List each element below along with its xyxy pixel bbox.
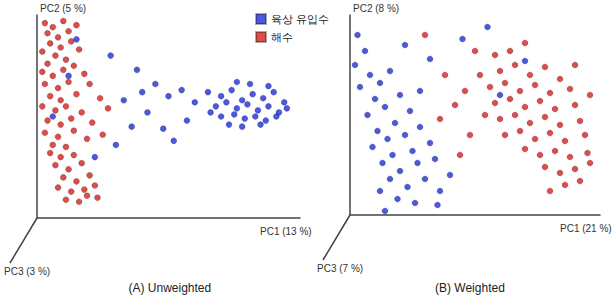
svg-text:육상 유입수: 육상 유입수 [271,13,329,25]
svg-text:PC2 (8 %): PC2 (8 %) [353,3,399,14]
svg-text:PC1 (13 %): PC1 (13 %) [260,226,312,237]
svg-text:PC1 (21 %): PC1 (21 %) [560,223,612,234]
svg-text:PC2 (5 %): PC2 (5 %) [40,3,86,14]
svg-text:PC3 (7 %): PC3 (7 %) [317,263,363,274]
svg-text:해수: 해수 [271,31,293,43]
svg-text:PC3 (3 %): PC3 (3 %) [4,266,50,277]
svg-text:(A) Unweighted: (A) Unweighted [129,281,212,295]
svg-text:(B) Weighted: (B) Weighted [435,281,505,295]
